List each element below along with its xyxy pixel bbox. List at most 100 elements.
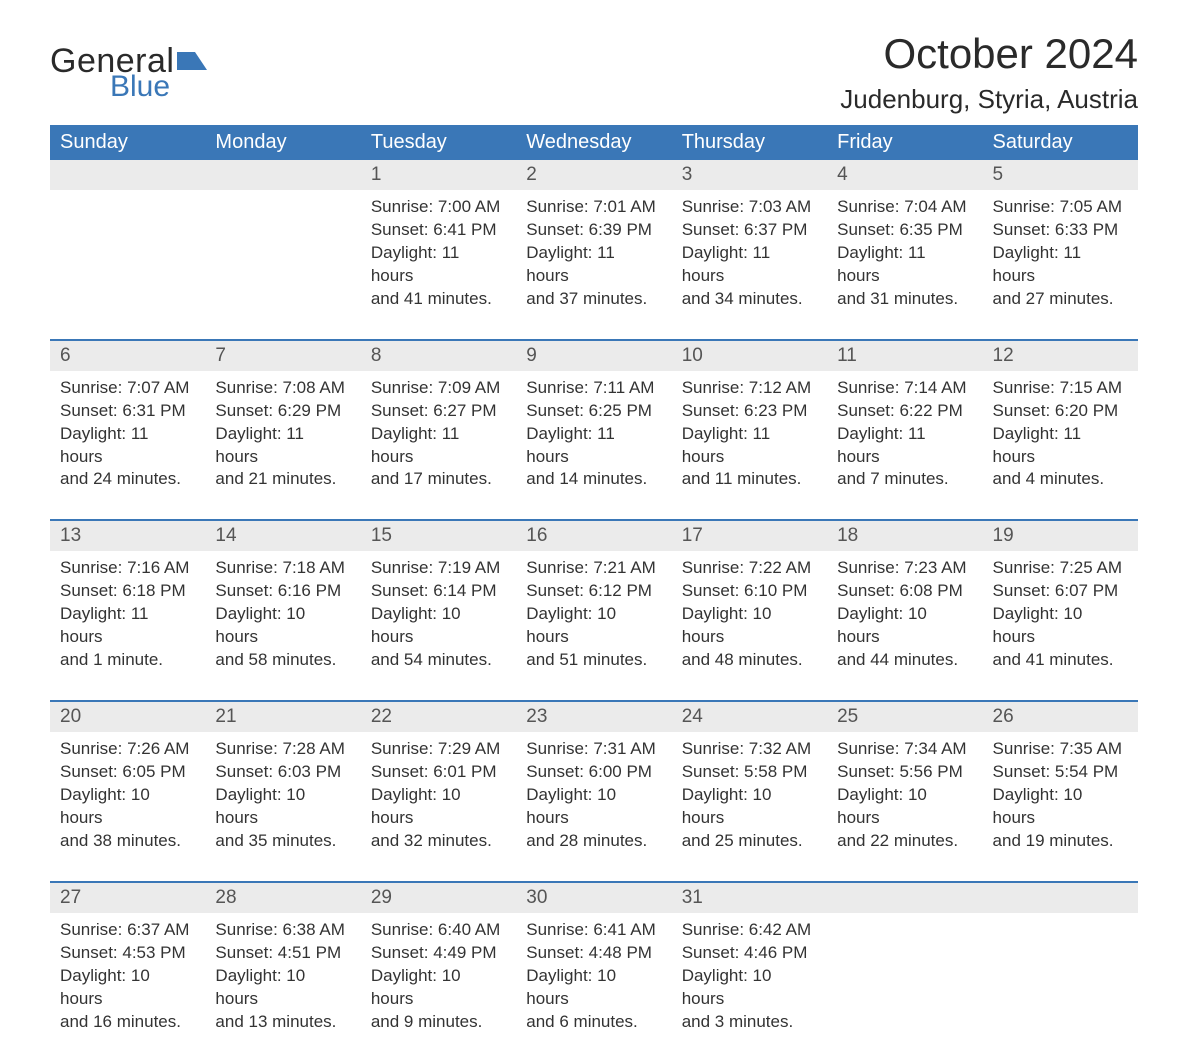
day-number-cell: 23: [516, 701, 671, 732]
daylight-text: Daylight: 10 hours: [371, 965, 506, 1011]
sunrise-text: Sunrise: 7:15 AM: [993, 377, 1128, 400]
day-number-cell: 20: [50, 701, 205, 732]
day-detail-cell: Sunrise: 7:28 AMSunset: 6:03 PMDaylight:…: [205, 732, 360, 882]
daylight-text: and 44 minutes.: [837, 649, 972, 672]
sunset-text: Sunset: 6:08 PM: [837, 580, 972, 603]
details-row: Sunrise: 7:07 AMSunset: 6:31 PMDaylight:…: [50, 371, 1138, 521]
sunrise-text: Sunrise: 7:11 AM: [526, 377, 661, 400]
daylight-text: Daylight: 11 hours: [371, 242, 506, 288]
day-number-cell: [50, 160, 205, 190]
daylight-text: and 19 minutes.: [993, 830, 1128, 853]
weekday-header: Sunday: [50, 125, 205, 160]
weekday-header: Saturday: [983, 125, 1138, 160]
daylight-text: and 31 minutes.: [837, 288, 972, 311]
daylight-text: Daylight: 10 hours: [526, 784, 661, 830]
daynum-row: 20212223242526: [50, 701, 1138, 732]
day-detail-cell: Sunrise: 7:34 AMSunset: 5:56 PMDaylight:…: [827, 732, 982, 882]
sunset-text: Sunset: 6:22 PM: [837, 400, 972, 423]
day-number-cell: 1: [361, 160, 516, 190]
daylight-text: Daylight: 11 hours: [60, 423, 195, 469]
sunset-text: Sunset: 6:35 PM: [837, 219, 972, 242]
day-number-cell: 15: [361, 520, 516, 551]
daynum-row: 13141516171819: [50, 520, 1138, 551]
day-number-cell: 13: [50, 520, 205, 551]
sunrise-text: Sunrise: 7:08 AM: [215, 377, 350, 400]
sunset-text: Sunset: 6:20 PM: [993, 400, 1128, 423]
daylight-text: Daylight: 10 hours: [215, 965, 350, 1011]
logo-word-blue: Blue: [110, 72, 207, 102]
daylight-text: Daylight: 10 hours: [682, 784, 817, 830]
details-row: Sunrise: 7:16 AMSunset: 6:18 PMDaylight:…: [50, 551, 1138, 701]
weekday-header: Monday: [205, 125, 360, 160]
day-detail-cell: Sunrise: 7:14 AMSunset: 6:22 PMDaylight:…: [827, 371, 982, 521]
daylight-text: Daylight: 10 hours: [215, 784, 350, 830]
daylight-text: and 14 minutes.: [526, 468, 661, 491]
weekday-header-row: Sunday Monday Tuesday Wednesday Thursday…: [50, 125, 1138, 160]
day-detail-cell: Sunrise: 7:18 AMSunset: 6:16 PMDaylight:…: [205, 551, 360, 701]
daylight-text: and 22 minutes.: [837, 830, 972, 853]
sunset-text: Sunset: 5:56 PM: [837, 761, 972, 784]
sunset-text: Sunset: 6:37 PM: [682, 219, 817, 242]
daylight-text: and 9 minutes.: [371, 1011, 506, 1034]
sunrise-text: Sunrise: 7:16 AM: [60, 557, 195, 580]
day-number-cell: 5: [983, 160, 1138, 190]
day-detail-cell: Sunrise: 7:12 AMSunset: 6:23 PMDaylight:…: [672, 371, 827, 521]
daylight-text: and 51 minutes.: [526, 649, 661, 672]
header: General Blue October 2024 Judenburg, Sty…: [50, 30, 1138, 115]
day-number-cell: 8: [361, 340, 516, 371]
daylight-text: and 6 minutes.: [526, 1011, 661, 1034]
day-number-cell: 7: [205, 340, 360, 371]
location: Judenburg, Styria, Austria: [840, 84, 1138, 115]
day-number-cell: 17: [672, 520, 827, 551]
sunset-text: Sunset: 6:25 PM: [526, 400, 661, 423]
sunrise-text: Sunrise: 6:41 AM: [526, 919, 661, 942]
day-number-cell: 16: [516, 520, 671, 551]
sunrise-text: Sunrise: 7:07 AM: [60, 377, 195, 400]
daylight-text: Daylight: 11 hours: [215, 423, 350, 469]
daylight-text: and 21 minutes.: [215, 468, 350, 491]
day-number-cell: 22: [361, 701, 516, 732]
sunset-text: Sunset: 4:53 PM: [60, 942, 195, 965]
daylight-text: Daylight: 11 hours: [60, 603, 195, 649]
sunrise-text: Sunrise: 7:21 AM: [526, 557, 661, 580]
daylight-text: Daylight: 11 hours: [526, 423, 661, 469]
daynum-row: 12345: [50, 160, 1138, 190]
daylight-text: Daylight: 11 hours: [993, 423, 1128, 469]
daylight-text: and 48 minutes.: [682, 649, 817, 672]
weekday-header: Tuesday: [361, 125, 516, 160]
sunrise-text: Sunrise: 7:19 AM: [371, 557, 506, 580]
day-detail-cell: Sunrise: 7:21 AMSunset: 6:12 PMDaylight:…: [516, 551, 671, 701]
day-number-cell: 4: [827, 160, 982, 190]
daylight-text: and 58 minutes.: [215, 649, 350, 672]
day-number-cell: 31: [672, 882, 827, 913]
day-detail-cell: Sunrise: 7:03 AMSunset: 6:37 PMDaylight:…: [672, 190, 827, 340]
sunrise-text: Sunrise: 6:42 AM: [682, 919, 817, 942]
daylight-text: and 41 minutes.: [371, 288, 506, 311]
sunset-text: Sunset: 6:07 PM: [993, 580, 1128, 603]
sunset-text: Sunset: 6:33 PM: [993, 219, 1128, 242]
day-detail-cell: Sunrise: 7:29 AMSunset: 6:01 PMDaylight:…: [361, 732, 516, 882]
sunrise-text: Sunrise: 6:40 AM: [371, 919, 506, 942]
sunset-text: Sunset: 6:27 PM: [371, 400, 506, 423]
daylight-text: and 24 minutes.: [60, 468, 195, 491]
sunset-text: Sunset: 4:46 PM: [682, 942, 817, 965]
sunrise-text: Sunrise: 7:28 AM: [215, 738, 350, 761]
day-detail-cell: [50, 190, 205, 340]
daylight-text: and 41 minutes.: [993, 649, 1128, 672]
sunset-text: Sunset: 6:23 PM: [682, 400, 817, 423]
details-row: Sunrise: 7:26 AMSunset: 6:05 PMDaylight:…: [50, 732, 1138, 882]
details-row: Sunrise: 7:00 AMSunset: 6:41 PMDaylight:…: [50, 190, 1138, 340]
day-detail-cell: Sunrise: 6:38 AMSunset: 4:51 PMDaylight:…: [205, 913, 360, 1061]
daylight-text: and 27 minutes.: [993, 288, 1128, 311]
daylight-text: Daylight: 10 hours: [682, 603, 817, 649]
day-number-cell: 24: [672, 701, 827, 732]
day-number-cell: 26: [983, 701, 1138, 732]
daylight-text: and 34 minutes.: [682, 288, 817, 311]
sunset-text: Sunset: 4:51 PM: [215, 942, 350, 965]
day-number-cell: 10: [672, 340, 827, 371]
day-detail-cell: Sunrise: 7:09 AMSunset: 6:27 PMDaylight:…: [361, 371, 516, 521]
day-detail-cell: Sunrise: 7:25 AMSunset: 6:07 PMDaylight:…: [983, 551, 1138, 701]
day-detail-cell: Sunrise: 6:41 AMSunset: 4:48 PMDaylight:…: [516, 913, 671, 1061]
logo: General Blue: [50, 44, 207, 102]
sunrise-text: Sunrise: 7:09 AM: [371, 377, 506, 400]
